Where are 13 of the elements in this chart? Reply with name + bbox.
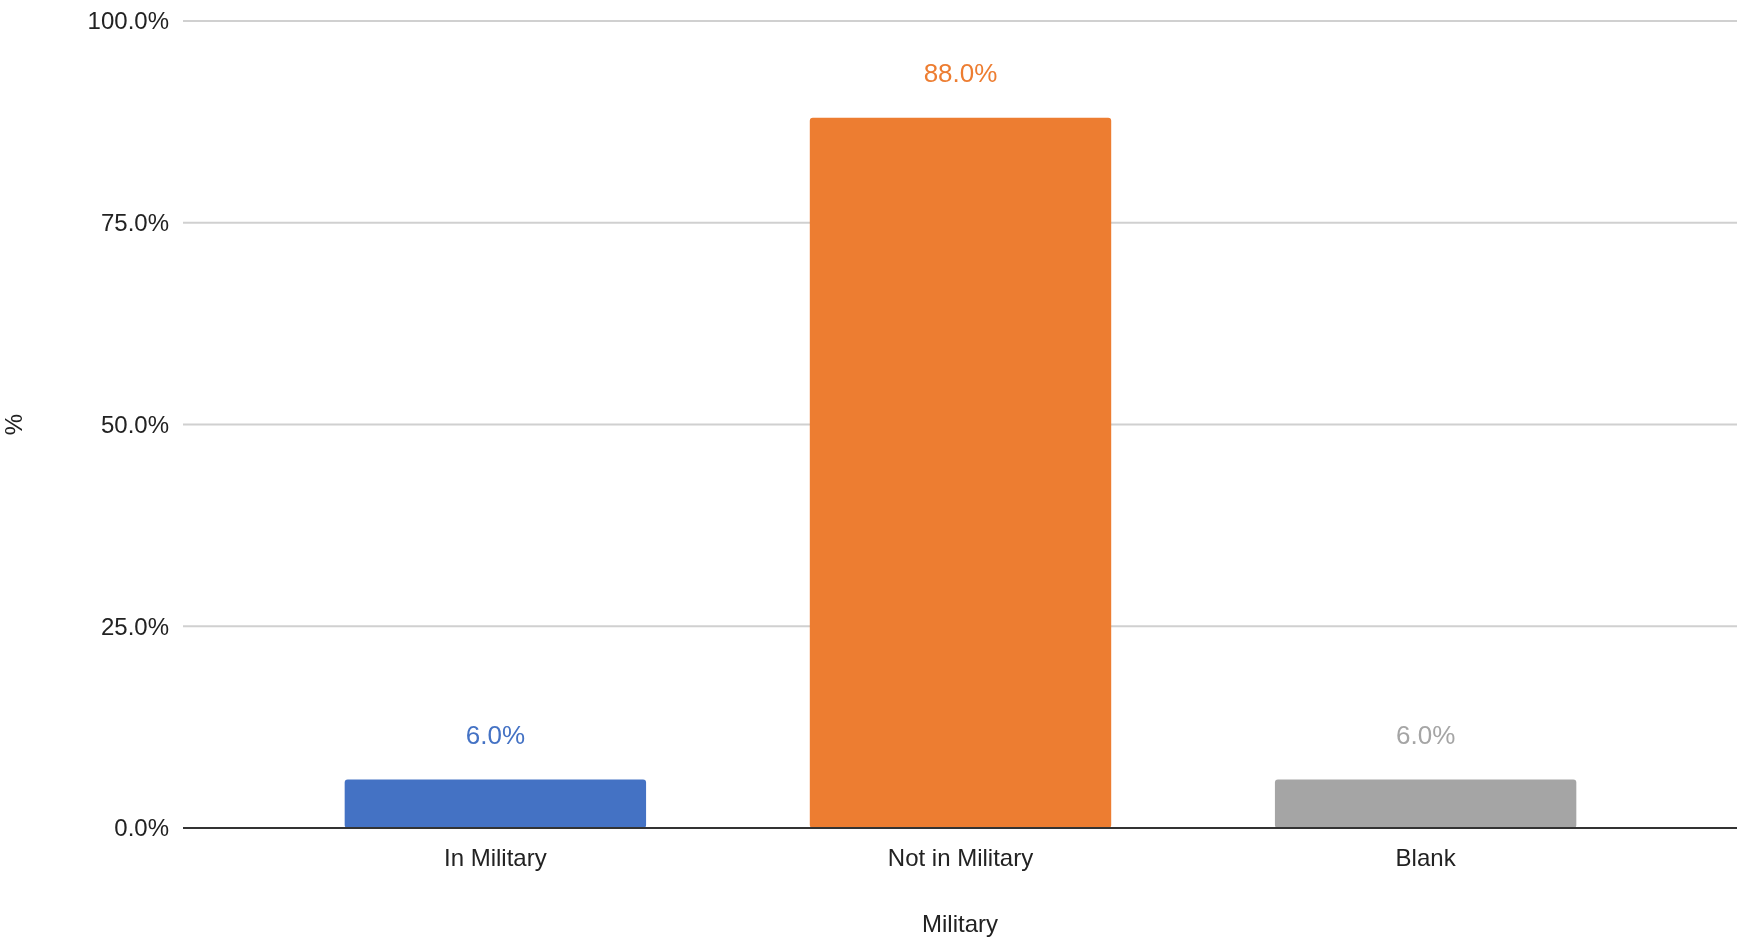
x-tick-label: Not in Military [887, 844, 1034, 871]
y-tick-label: 100.0% [87, 7, 169, 35]
data-label: 6.0% [1395, 719, 1456, 750]
x-tick-label: Blank [1395, 844, 1457, 871]
y-tick-label: 75.0% [100, 209, 169, 237]
data-label: 88.0% [923, 57, 998, 88]
y-tick-label: 50.0% [100, 410, 169, 438]
y-tick-label: 25.0% [100, 612, 169, 640]
x-axis-title: Military [922, 910, 998, 937]
data-label: 6.0% [465, 719, 526, 750]
y-axis-title: % [0, 413, 27, 436]
y-tick-label: 0.0% [114, 814, 169, 842]
x-tick-label: In Military [444, 844, 547, 871]
